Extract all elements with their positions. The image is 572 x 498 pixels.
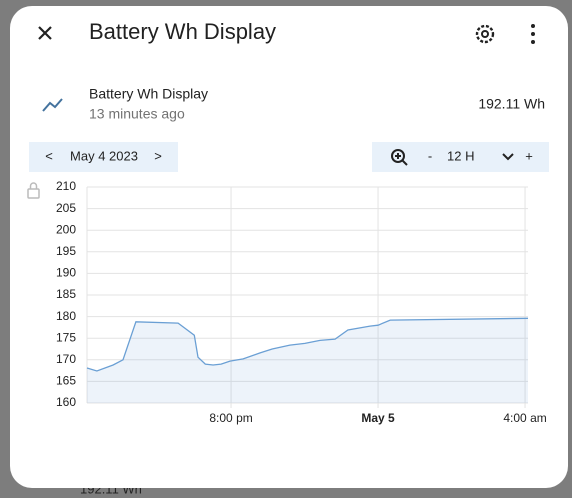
y-tick-label: 190 [56,266,76,280]
entity-state: 192.11 Wh [478,96,545,112]
y-tick-label: 200 [56,222,76,236]
dialog-title: Battery Wh Display [89,19,276,44]
entity-icon [42,98,63,112]
last-changed: 13 minutes ago [89,106,185,122]
y-tick-label: 185 [56,287,76,301]
chart: 160 165 170 175 180 185 190 195 200 205 210 8:00 pm… [56,179,547,425]
lock-icon [27,182,40,199]
zoom-out[interactable]: - [428,148,432,163]
zoom-icon [391,149,408,166]
zoom-in[interactable]: + [525,148,533,163]
x-tick-label: 8:00 pm [209,411,252,425]
y-tick-label: 170 [56,352,76,366]
area [87,318,528,403]
date-picker [29,142,178,172]
close-button[interactable] [38,26,52,40]
next-button[interactable]: > [154,148,162,163]
range-dropdown[interactable] [502,153,514,161]
entity-name: Battery Wh Display [89,86,208,102]
y-tick-label: 165 [56,374,76,388]
settings-button[interactable] [475,24,495,44]
x-tick-label: 4:00 am [503,411,546,425]
prev-button[interactable]: < [45,148,53,163]
y-tick-label: 175 [56,330,76,344]
zoom-range[interactable]: 12 H [447,148,474,163]
x-tick-label: May 5 [361,411,395,425]
y-tick-label: 195 [56,244,76,258]
y-tick-label: 180 [56,309,76,323]
dialog [10,6,568,488]
zoom-control [372,142,549,172]
y-tick-label: 160 [56,395,76,409]
menu-button[interactable] [531,24,535,44]
y-tick-label: 210 [56,179,76,193]
date-label[interactable]: May 4 2023 [70,148,138,163]
line [86,317,529,372]
y-tick-label: 205 [56,201,76,215]
